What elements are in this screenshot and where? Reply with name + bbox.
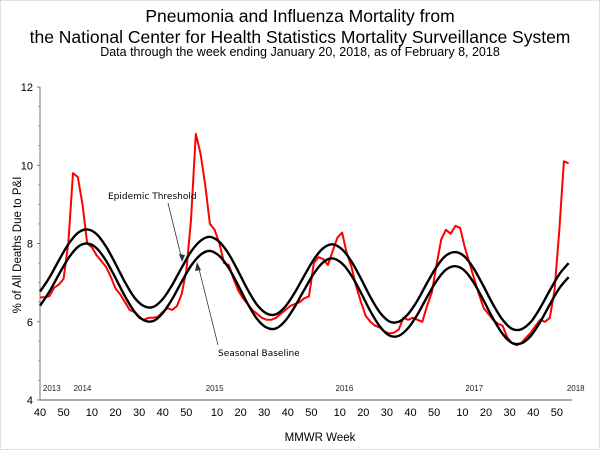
x-tick-label: 10: [211, 407, 223, 419]
x-tick-label: 30: [258, 407, 270, 419]
x-tick-label: 40: [34, 407, 46, 419]
x-tick-label: 30: [133, 407, 145, 419]
x-tick-label: 40: [527, 407, 539, 419]
y-tick-label: 8: [27, 239, 33, 251]
epidemic-threshold-arrow: [167, 202, 183, 261]
x-tick-label: 50: [57, 407, 69, 419]
y-axis-label: % of All Deaths Due to P&I: [12, 177, 24, 314]
x-tick-label: 20: [480, 407, 492, 419]
series-line-baseline: [39, 242, 570, 346]
x-tick-label: 50: [180, 407, 192, 419]
epidemic-threshold-arrowhead-icon: [179, 254, 185, 262]
x-tick-label: 40: [282, 407, 294, 419]
x-tick-label: 30: [504, 407, 516, 419]
year-label: 2013: [43, 384, 61, 393]
series-line-threshold: [39, 228, 570, 332]
y-tick-label: 6: [27, 317, 33, 329]
seasonal-baseline-arrowhead-icon: [195, 262, 201, 271]
year-label: 2018: [567, 384, 585, 393]
year-label: 2014: [74, 384, 92, 393]
x-tick-label: 20: [357, 407, 369, 419]
year-label: 2016: [336, 384, 354, 393]
x-tick-label: 40: [404, 407, 416, 419]
x-tick-label: 10: [456, 407, 468, 419]
x-tick-label: 20: [234, 407, 246, 419]
x-tick-label: 10: [86, 407, 98, 419]
x-tick-label: 40: [157, 407, 169, 419]
year-label: 2015: [206, 384, 224, 393]
y-tick-label: 4: [27, 395, 33, 407]
x-tick-label: 50: [305, 407, 317, 419]
x-tick-label: 10: [334, 407, 346, 419]
y-tick-label: 12: [21, 82, 33, 94]
x-axis-label: MMWR Week: [285, 432, 356, 444]
seasonal-baseline-label: Seasonal Baseline: [218, 349, 300, 359]
x-tick-label: 50: [428, 407, 440, 419]
year-label: 2017: [465, 384, 483, 393]
x-tick-label: 20: [109, 407, 121, 419]
series-line-observed: [39, 132, 569, 347]
chart-subtitle: Data through the week ending January 20,…: [100, 45, 500, 59]
chart-title-line2: the National Center for Health Statistic…: [29, 27, 571, 47]
x-tick-label: 50: [551, 407, 563, 419]
epidemic-threshold-label: Epidemic Threshold: [108, 192, 197, 202]
seasonal-baseline-arrow: [197, 264, 219, 346]
x-tick-label: 30: [381, 407, 393, 419]
y-tick-label: 10: [21, 160, 33, 172]
chart-title: Pneumonia and Influenza Mortality from: [145, 6, 455, 26]
